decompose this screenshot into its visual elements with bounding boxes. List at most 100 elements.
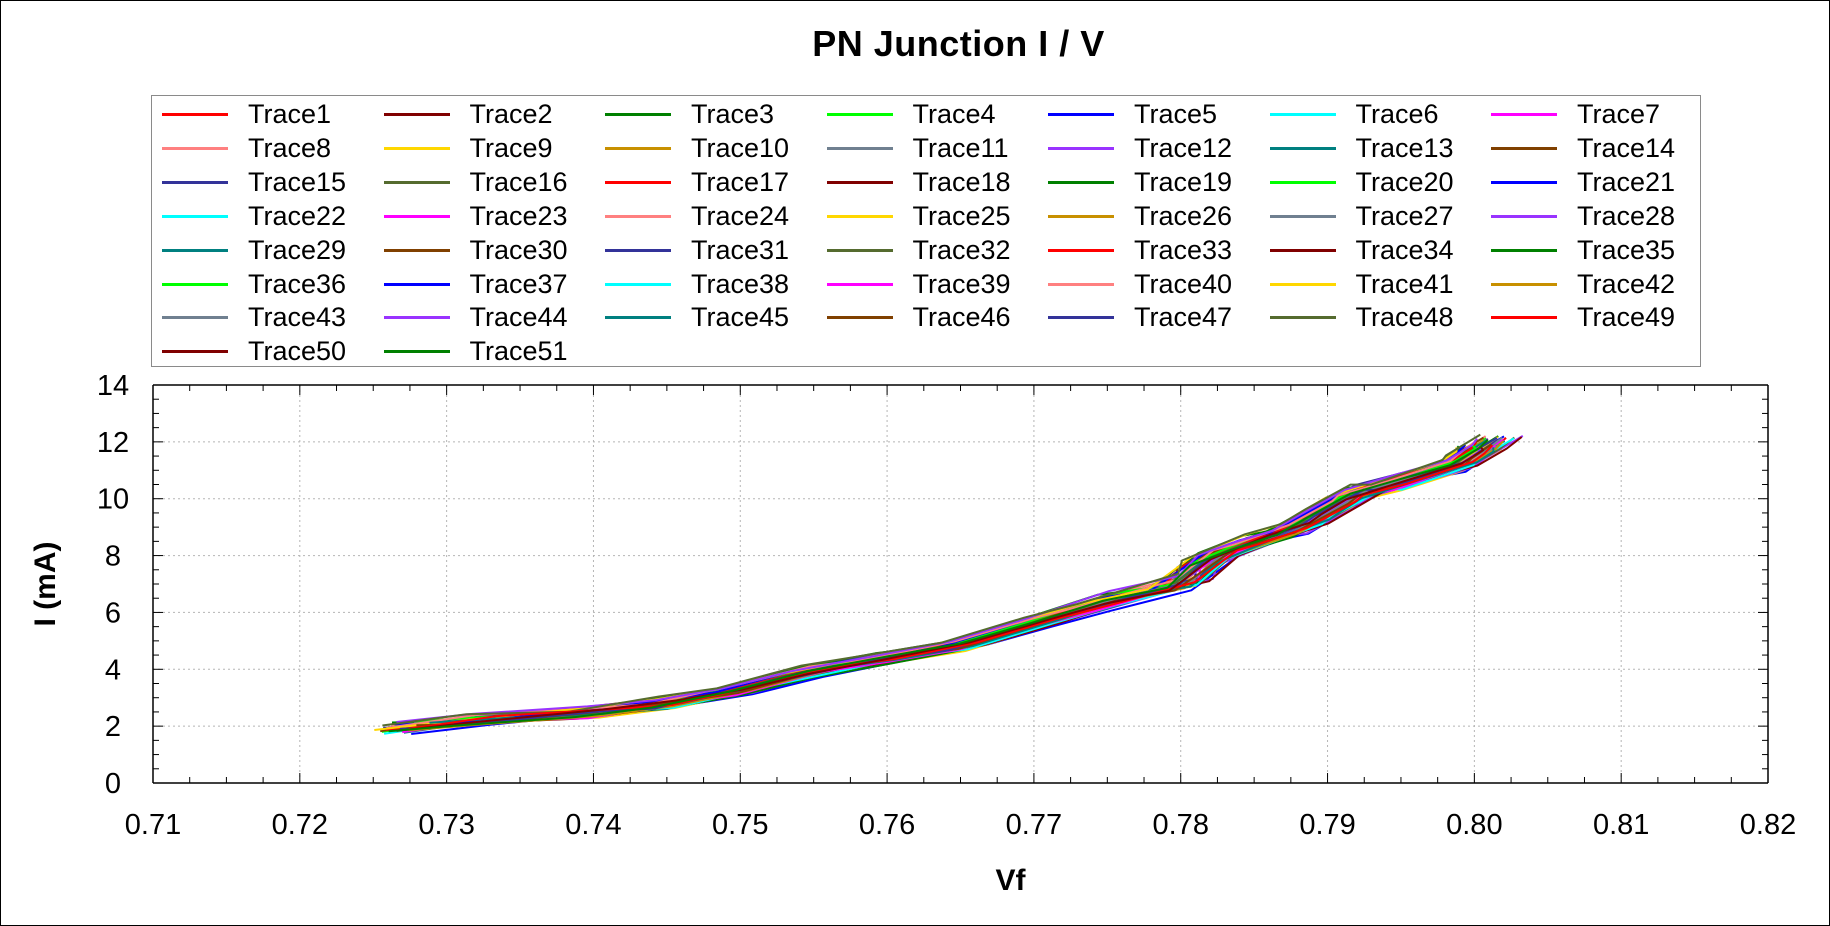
y-tick-label: 0 (105, 768, 121, 800)
legend-item-trace45: Trace45 (595, 302, 817, 332)
series-line-trace19 (391, 445, 1462, 724)
legend-item-trace14: Trace14 (1481, 133, 1703, 163)
legend-label: Trace39 (912, 268, 1011, 299)
legend-swatch (605, 282, 671, 286)
legend-item-trace39: Trace39 (817, 269, 1039, 299)
series-line-trace1 (389, 450, 1467, 730)
legend-item-trace36: Trace36 (152, 269, 374, 299)
legend-label: Trace22 (248, 200, 347, 231)
legend-swatch (826, 146, 893, 150)
series-line-trace40 (386, 441, 1475, 729)
legend-label: Trace8 (248, 132, 332, 163)
legend-item-trace50: Trace50 (152, 336, 374, 366)
legend-label: Trace14 (1577, 132, 1676, 163)
legend-swatch (826, 180, 893, 184)
series-line-trace23 (413, 444, 1497, 730)
legend-swatch (1491, 282, 1557, 286)
legend-label: Trace11 (912, 132, 1009, 163)
series-line-trace46 (416, 443, 1492, 727)
series-line-trace14 (391, 443, 1476, 729)
legend-swatch (605, 180, 671, 184)
x-tick-label: 0.81 (1593, 809, 1649, 841)
legend-swatch (383, 180, 450, 184)
legend-label: Trace25 (912, 200, 1011, 231)
legend-label: Trace38 (691, 268, 790, 299)
legend-label: Trace21 (1577, 166, 1676, 197)
series-line-trace25 (399, 436, 1499, 730)
series-line-trace37 (394, 444, 1466, 726)
legend-label: Trace3 (691, 99, 775, 129)
series-line-trace3 (397, 435, 1499, 730)
series-line-trace27 (426, 442, 1501, 723)
legend-label: Trace12 (1134, 132, 1233, 163)
legend-item-trace6: Trace6 (1260, 99, 1482, 129)
legend-label: Trace47 (1134, 302, 1233, 333)
y-tick-label: 14 (97, 370, 129, 402)
legend-swatch (1269, 180, 1336, 184)
y-tick-label: 2 (105, 711, 121, 743)
legend-label: Trace13 (1355, 132, 1454, 163)
legend-item-trace1: Trace1 (152, 99, 374, 129)
legend-swatch (1269, 214, 1336, 218)
legend-label: Trace45 (691, 302, 790, 333)
legend-label: Trace5 (1134, 99, 1218, 129)
legend-swatch (383, 214, 450, 218)
legend-item-trace16: Trace16 (374, 167, 596, 197)
legend-label: Trace1 (248, 99, 332, 129)
chart-title: PN Junction I / V (812, 23, 1105, 64)
legend-label: Trace24 (691, 200, 790, 231)
legend-label: Trace6 (1355, 99, 1439, 129)
legend-swatch (605, 146, 671, 150)
legend-item-trace18: Trace18 (817, 167, 1039, 197)
series-line-trace18 (404, 447, 1481, 729)
series-line-trace7 (396, 437, 1489, 728)
series-line-trace16 (419, 436, 1515, 729)
legend-label: Trace46 (912, 302, 1011, 333)
legend-label: Trace36 (248, 268, 347, 299)
series-line-trace32 (393, 446, 1476, 731)
legend-item-trace17: Trace17 (595, 167, 817, 197)
series-line-trace31 (406, 438, 1499, 729)
legend-swatch (1269, 113, 1336, 116)
legend-label: Trace48 (1355, 302, 1454, 333)
legend-item-trace9: Trace9 (374, 133, 596, 163)
legend-swatch (605, 214, 671, 218)
legend-label: Trace32 (912, 234, 1011, 265)
legend-swatch (1491, 316, 1557, 320)
x-axis-title: Vf (996, 864, 1027, 897)
legend-item-trace21: Trace21 (1481, 167, 1703, 197)
series-line-trace15 (383, 444, 1467, 729)
legend-item-trace29: Trace29 (152, 235, 374, 265)
legend-label: Trace26 (1134, 200, 1233, 231)
series-line-trace42 (408, 440, 1504, 732)
legend-item-trace28: Trace28 (1481, 201, 1703, 231)
legend-item-trace49: Trace49 (1481, 302, 1703, 332)
legend-swatch (162, 282, 228, 286)
x-tick-label: 0.73 (418, 809, 474, 841)
legend-swatch (1048, 316, 1114, 320)
legend-item-trace41: Trace41 (1260, 269, 1482, 299)
series-line-trace44 (396, 438, 1478, 723)
series-line-trace45 (429, 447, 1495, 724)
legend-item-trace7: Trace7 (1481, 99, 1703, 129)
legend-swatch (605, 248, 671, 252)
legend-label: Trace10 (691, 132, 790, 163)
legend-swatch (605, 113, 671, 116)
legend-item-trace27: Trace27 (1260, 201, 1482, 231)
legend-label: Trace41 (1355, 268, 1454, 299)
legend-label: Trace31 (691, 234, 790, 265)
legend-swatch (383, 350, 450, 354)
legend-label: Trace16 (469, 166, 568, 197)
legend-item-trace48: Trace48 (1260, 302, 1482, 332)
legend-item-trace12: Trace12 (1038, 133, 1260, 163)
legend-swatch (1048, 282, 1114, 286)
legend-item-trace47: Trace47 (1038, 302, 1260, 332)
legend-item-trace51: Trace51 (374, 336, 596, 366)
series-line-trace6 (402, 444, 1484, 729)
legend-swatch (1491, 146, 1557, 150)
legend-label: Trace29 (248, 234, 347, 265)
series-line-trace48 (382, 433, 1481, 727)
legend-swatch (383, 282, 450, 286)
legend-item-trace25: Trace25 (817, 201, 1039, 231)
legend-item-trace42: Trace42 (1481, 269, 1703, 299)
